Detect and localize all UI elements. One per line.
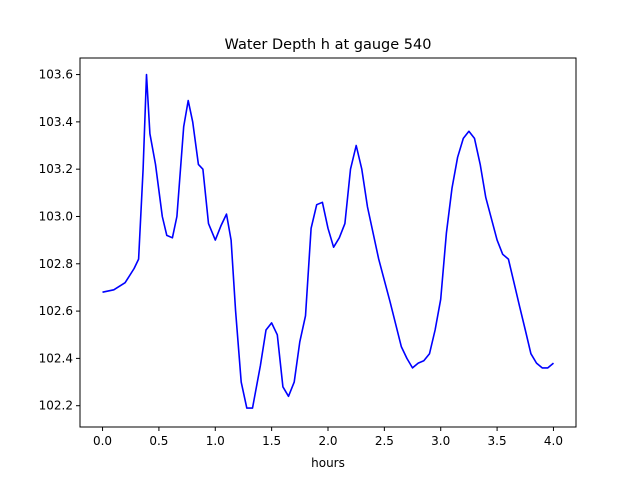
- x-tick-label: 3.0: [431, 434, 450, 448]
- series-line-h: [102, 73, 555, 409]
- x-tick-label: 0.5: [149, 434, 168, 448]
- y-tick-label: 103.2: [39, 162, 73, 176]
- x-tick-label: 1.0: [206, 434, 225, 448]
- x-tick-label: 4.0: [544, 434, 563, 448]
- y-tick-label: 102.8: [39, 257, 73, 271]
- x-tick-label: 3.5: [488, 434, 507, 448]
- y-tick-label: 103.0: [39, 209, 73, 223]
- y-tick-label: 103.4: [39, 115, 73, 129]
- x-tick-label: 2.0: [318, 434, 337, 448]
- y-tick-label: 102.2: [39, 399, 73, 413]
- plot-frame: [79, 57, 577, 428]
- chart-title: Water Depth h at gauge 540: [225, 37, 432, 53]
- y-tick-label: 102.6: [39, 304, 73, 318]
- x-tick-label: 0.0: [93, 434, 112, 448]
- x-tick-label: 2.5: [375, 434, 394, 448]
- y-tick-label: 102.4: [39, 351, 73, 365]
- y-tick-label: 103.6: [39, 68, 73, 82]
- x-tick-label: 1.5: [262, 434, 281, 448]
- x-axis-label: hours: [311, 456, 345, 470]
